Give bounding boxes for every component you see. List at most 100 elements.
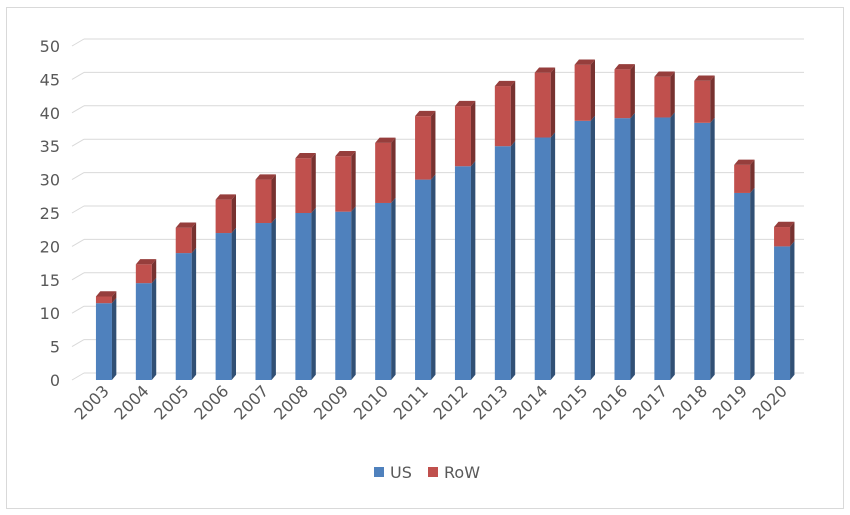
- bar-side-row-2008: [311, 152, 316, 213]
- bar-us-2014: [534, 137, 551, 380]
- bar-side-row-2019: [750, 159, 755, 193]
- bar-top-2015: [574, 59, 596, 65]
- bar-row-2018: [694, 80, 711, 123]
- legend-swatch-row: [428, 467, 438, 477]
- bar-side-row-2010: [391, 137, 396, 203]
- y-tick-label: 30: [40, 171, 60, 190]
- bars: [95, 59, 795, 381]
- chart-frame: [6, 7, 844, 509]
- bar-us-2018: [694, 122, 711, 380]
- y-tick-label: 0: [50, 371, 60, 390]
- x-axis-tick-labels: 2003200420052006200720082009201020112012…: [71, 381, 791, 423]
- bar-side-us-2012: [470, 160, 476, 380]
- bar-row-2014: [534, 72, 551, 138]
- bar-top-2011: [415, 110, 436, 117]
- bar-top-2009: [335, 150, 356, 157]
- bar-side-us-2013: [510, 140, 516, 380]
- x-tick-label: 2010: [350, 381, 392, 423]
- bar-side-us-2007: [271, 217, 276, 380]
- x-tick-label: 2020: [749, 381, 791, 423]
- bar-side-row-2013: [510, 80, 516, 147]
- bar-side-row-2005: [191, 222, 197, 254]
- y-axis-tick-labels: 0 5 10 15 20 25 30 35 40 45 50: [40, 37, 60, 390]
- gridline-depth: [71, 372, 85, 381]
- bar-us-2005: [175, 253, 192, 380]
- bar-us-2011: [415, 179, 432, 380]
- bar-row-2004: [135, 264, 152, 284]
- legend-label-us: US: [390, 463, 412, 482]
- bar-top-2018: [694, 75, 715, 81]
- gridline-depth: [71, 339, 85, 348]
- y-tick-label: 20: [40, 237, 60, 256]
- y-tick-label: 40: [40, 104, 60, 123]
- bar-top-2007: [255, 174, 276, 180]
- bar-side-us-2019: [750, 187, 755, 380]
- bar-top-2006: [215, 194, 237, 200]
- x-tick-label: 2011: [390, 381, 432, 423]
- bar-us-2007: [255, 223, 272, 380]
- bar-side-row-2006: [231, 194, 237, 234]
- gridline-depth: [71, 71, 85, 80]
- bar-side-us-2011: [431, 174, 436, 380]
- bar-side-us-2015: [590, 115, 596, 380]
- bar-row-2003: [95, 296, 112, 304]
- bar-side-row-2012: [470, 100, 476, 167]
- legend-swatch-us: [374, 467, 384, 477]
- bar-row-2011: [415, 116, 432, 180]
- bar-top-2010: [375, 137, 396, 143]
- y-tick-label: 25: [40, 204, 60, 223]
- bar-top-2004: [135, 259, 157, 265]
- bar-row-2020: [774, 227, 791, 247]
- bar-side-us-2018: [710, 117, 715, 380]
- bar-side-row-2004: [151, 259, 157, 284]
- x-tick-label: 2018: [669, 381, 711, 423]
- bar-side-row-2011: [431, 110, 436, 180]
- bar-side-us-2016: [630, 112, 635, 381]
- bar-row-2005: [175, 227, 192, 254]
- bar-row-2006: [215, 199, 232, 234]
- x-tick-label: 2016: [589, 381, 631, 423]
- gridline-depth: [71, 238, 85, 247]
- bar-side-us-2017: [670, 112, 675, 380]
- bar-us-2019: [734, 192, 751, 380]
- gridline-depth: [71, 105, 85, 114]
- x-tick-label: 2019: [709, 381, 751, 423]
- gridline-depth: [71, 172, 85, 181]
- bar-us-2010: [375, 202, 392, 380]
- x-tick-label: 2005: [150, 381, 192, 423]
- gridline-depth: [71, 205, 85, 214]
- gridline-depth: [71, 138, 85, 147]
- bar-side-us-2008: [311, 207, 316, 380]
- y-tick-label: 45: [40, 70, 60, 89]
- bar-top-2003: [95, 291, 117, 297]
- bar-us-2004: [135, 283, 152, 380]
- bar-us-2015: [574, 120, 591, 380]
- bar-side-row-2007: [271, 174, 276, 224]
- bar-row-2008: [295, 158, 312, 213]
- x-tick-label: 2017: [629, 381, 671, 423]
- bar-row-2019: [734, 164, 751, 193]
- bar-row-2007: [255, 179, 272, 224]
- x-tick-label: 2012: [430, 381, 472, 423]
- y-tick-label: 15: [40, 271, 60, 290]
- y-tick-label: 10: [40, 304, 60, 323]
- bar-row-2017: [654, 76, 671, 118]
- bar-top-2013: [494, 80, 516, 87]
- bar-side-row-2014: [550, 67, 556, 138]
- bar-side-row-2016: [630, 64, 635, 119]
- bar-side-row-2018: [710, 75, 715, 123]
- bar-side-us-2014: [550, 132, 556, 380]
- bar-side-us-2005: [191, 247, 197, 380]
- x-tick-label: 2004: [110, 381, 152, 423]
- bar-us-2017: [654, 117, 671, 380]
- x-tick-label: 2003: [71, 381, 113, 423]
- bar-side-row-2015: [590, 59, 596, 121]
- bar-us-2003: [95, 303, 112, 380]
- bar-top-2008: [295, 152, 316, 159]
- gridline-depth: [71, 38, 85, 47]
- x-tick-label: 2009: [310, 381, 352, 423]
- bar-top-2019: [734, 159, 755, 165]
- bar-side-us-2009: [351, 206, 356, 380]
- bar-us-2006: [215, 233, 232, 380]
